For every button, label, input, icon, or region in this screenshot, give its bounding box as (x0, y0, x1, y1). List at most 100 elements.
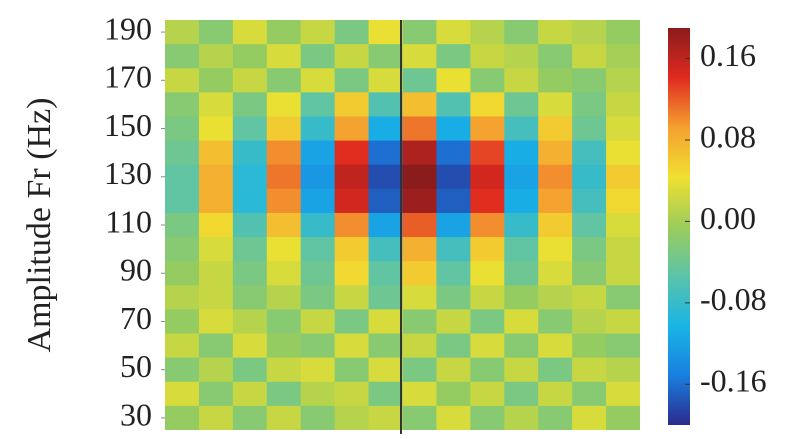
heatmap-cell (300, 405, 336, 430)
heatmap-cell (368, 237, 403, 262)
heatmap-cell (538, 92, 573, 117)
heatmap-cell (198, 333, 234, 359)
heatmap-cell (470, 116, 505, 142)
plot-area (165, 20, 640, 430)
heatmap-cell (232, 188, 268, 214)
heatmap-cell (402, 140, 437, 166)
heatmap-cell (402, 285, 437, 310)
heatmap-cell (165, 237, 200, 262)
heatmap-cell (165, 333, 200, 359)
heatmap-cell (572, 188, 607, 214)
heatmap-cell (368, 164, 403, 190)
heatmap-cell (402, 357, 437, 383)
heatmap-cell (606, 285, 640, 310)
heatmap-cell (300, 116, 336, 142)
heatmap-cell (470, 68, 505, 93)
heatmap-cell (368, 381, 403, 407)
heatmap-cell (470, 164, 505, 190)
heatmap-cell (165, 20, 200, 45)
heatmap-cell (436, 188, 471, 214)
heatmap-cell (436, 285, 471, 310)
heatmap-cell (436, 20, 471, 45)
y-tick-label: 50 (120, 348, 152, 384)
heatmap-cell (368, 357, 403, 383)
heatmap-cell (436, 309, 471, 335)
heatmap-cell (334, 116, 370, 142)
heatmap-cell (300, 237, 336, 262)
heatmap-cell (232, 116, 268, 142)
heatmap-cell (402, 237, 437, 262)
heatmap-cell (606, 381, 640, 407)
heatmap-cell (572, 212, 607, 238)
heatmap-cell (470, 92, 505, 117)
heatmap-cell (538, 261, 573, 286)
heatmap-cell (266, 164, 302, 190)
heatmap-cell (504, 116, 539, 142)
heatmap-cell (334, 20, 370, 45)
heatmap-cell (198, 237, 234, 262)
heatmap-cell (538, 44, 573, 69)
heatmap-cell (266, 405, 302, 430)
heatmap-cell (402, 164, 437, 190)
heatmap-cell (266, 44, 302, 69)
heatmap-cell (198, 212, 234, 238)
heatmap-cell (538, 20, 573, 45)
heatmap-cell (165, 68, 200, 93)
y-axis-label: Amplitude Fr (Hz) (21, 98, 58, 353)
heatmap-cell (606, 309, 640, 335)
heatmap-cell (606, 261, 640, 286)
heatmap-cell (504, 405, 539, 430)
heatmap-cell (504, 333, 539, 359)
heatmap-cell (470, 285, 505, 310)
heatmap-cell (300, 309, 336, 335)
heatmap-cell (504, 188, 539, 214)
heatmap-cell (232, 405, 268, 430)
heatmap-cell (538, 140, 573, 166)
heatmap-cell (165, 164, 200, 190)
heatmap-cell (334, 68, 370, 93)
heatmap-cell (504, 44, 539, 69)
heatmap-cell (232, 212, 268, 238)
heatmap-cell (606, 405, 640, 430)
y-tick-label: 90 (120, 252, 152, 288)
heatmap-cell (470, 188, 505, 214)
heatmap-cell (402, 381, 437, 407)
colorbar-tick-label: -0.16 (700, 363, 767, 399)
heatmap-cell (504, 285, 539, 310)
y-tick-label: 70 (120, 300, 152, 336)
heatmap-cell (368, 20, 403, 45)
heatmap-cell (436, 237, 471, 262)
heatmap-cell (266, 212, 302, 238)
heatmap-cell (300, 357, 336, 383)
heatmap-cell (470, 212, 505, 238)
heatmap-cell (402, 188, 437, 214)
heatmap-cell (470, 140, 505, 166)
heatmap-cell (470, 309, 505, 335)
heatmap-cell (232, 92, 268, 117)
heatmap-cell (538, 309, 573, 335)
heatmap-cell (402, 309, 437, 335)
y-tick-label: 110 (105, 203, 152, 239)
y-tick-label: 170 (104, 59, 152, 95)
heatmap-cell (232, 285, 268, 310)
heatmap-cell (470, 333, 505, 359)
y-tick-label: 150 (104, 107, 152, 143)
heatmap-cell (334, 164, 370, 190)
heatmap-cell (232, 261, 268, 286)
heatmap-cell (402, 44, 437, 69)
heatmap-cell (402, 20, 437, 45)
heatmap-cell (538, 188, 573, 214)
heatmap-cell (334, 381, 370, 407)
colorbar-tick-label: 0.16 (700, 37, 756, 73)
colorbar-tick-label: 0.00 (700, 200, 756, 236)
heatmap-cell (572, 261, 607, 286)
heatmap-cell (402, 333, 437, 359)
heatmap-cell (606, 212, 640, 238)
heatmap-cell (538, 381, 573, 407)
heatmap-cell (198, 405, 234, 430)
heatmap-cell (368, 212, 403, 238)
heatmap-cell (198, 381, 234, 407)
heatmap-cell (165, 116, 200, 142)
heatmap-cell (538, 333, 573, 359)
